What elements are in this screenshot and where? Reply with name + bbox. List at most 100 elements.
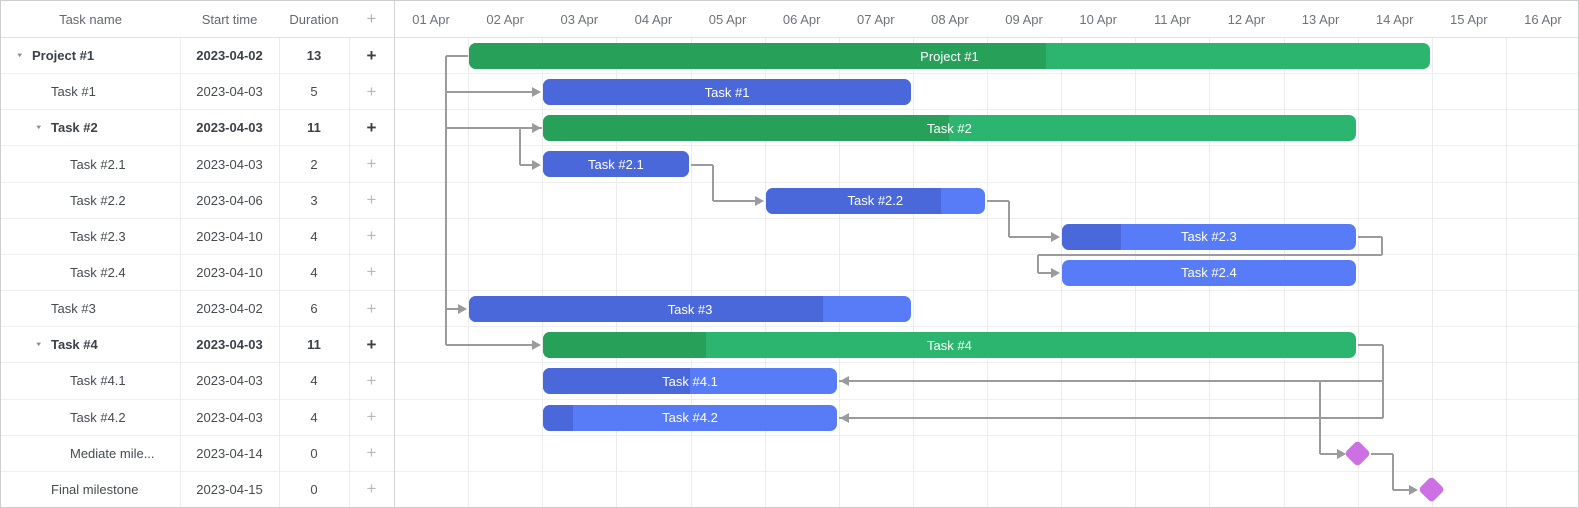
grid-column-divider	[279, 1, 280, 507]
progress-fill	[543, 404, 573, 431]
link-line	[1009, 235, 1053, 238]
duration-cell[interactable]: 2	[310, 156, 318, 172]
link-line	[446, 55, 469, 58]
task-name-cell[interactable]: Final milestone	[1, 472, 180, 507]
link-line	[446, 344, 534, 347]
task-name-label: Task #2.4	[70, 264, 126, 280]
link-line	[1380, 236, 1383, 255]
add-task-button[interactable]: +	[366, 262, 377, 282]
task-bar[interactable]: Task #4.2	[543, 404, 837, 431]
link-line	[838, 380, 1320, 383]
column-header-duration: Duration	[279, 1, 349, 38]
add-task-button[interactable]: +	[366, 154, 377, 174]
task-name-cell[interactable]: Task #2.2	[1, 183, 180, 218]
task-row: ▼ Project #1 2023-04-02 13 +	[1, 38, 1578, 75]
add-task-button[interactable]: +	[366, 370, 377, 390]
task-bar[interactable]: Task #2.1	[543, 151, 689, 178]
progress-fill	[543, 368, 690, 395]
task-name-cell[interactable]: ▼ Project #1	[1, 38, 180, 73]
task-bar[interactable]: Task #2.4	[1062, 259, 1356, 286]
start-time-cell[interactable]: 2023-04-02	[196, 48, 263, 64]
duration-cell[interactable]: 13	[306, 48, 322, 64]
start-time-cell[interactable]: 2023-04-15	[196, 481, 263, 497]
collapse-caret-icon[interactable]: ▼	[34, 124, 43, 132]
task-name-cell[interactable]: Task #1	[1, 74, 180, 109]
add-task-button[interactable]: +	[366, 117, 377, 137]
add-task-button[interactable]: +	[366, 45, 377, 65]
start-time-cell[interactable]: 2023-04-03	[196, 84, 263, 100]
link-line	[446, 91, 534, 94]
collapse-caret-icon[interactable]: ▼	[34, 341, 43, 349]
add-column-button[interactable]: +	[349, 1, 394, 38]
task-bar[interactable]: Task #2.2	[765, 187, 985, 214]
task-name-cell[interactable]: Mediate mile...	[1, 436, 180, 471]
task-name-cell[interactable]: Task #3	[1, 291, 180, 326]
task-name-label: Task #4.2	[70, 409, 126, 425]
project-bar[interactable]: Task #4	[543, 332, 1356, 359]
task-bar[interactable]: Task #1	[543, 79, 911, 106]
task-bar[interactable]: Task #4.1	[543, 368, 837, 395]
link-line	[1038, 272, 1053, 274]
duration-cell[interactable]: 3	[310, 192, 318, 208]
start-time-cell[interactable]: 2023-04-03	[196, 337, 263, 353]
duration-cell[interactable]: 0	[310, 445, 318, 461]
link-arrow-icon	[532, 159, 542, 170]
duration-cell[interactable]: 5	[310, 84, 318, 100]
duration-cell[interactable]: 4	[310, 264, 318, 280]
timeline-date-header: 10 Apr	[1061, 1, 1136, 38]
add-task-button[interactable]: +	[366, 443, 377, 463]
start-time-cell[interactable]: 2023-04-02	[196, 301, 263, 317]
duration-cell[interactable]: 4	[310, 409, 318, 425]
add-task-button[interactable]: +	[366, 334, 377, 354]
add-task-button[interactable]: +	[366, 190, 377, 210]
link-line	[838, 416, 1320, 419]
add-task-button[interactable]: +	[366, 81, 377, 101]
task-name-cell[interactable]: Task #2.1	[1, 146, 180, 181]
start-time-cell[interactable]: 2023-04-03	[196, 156, 263, 172]
task-name-cell[interactable]: Task #4.2	[1, 400, 180, 435]
project-bar[interactable]: Project #1	[469, 43, 1430, 69]
timeline-date-header: 05 Apr	[690, 1, 765, 38]
bar-label: Task #3	[667, 301, 713, 317]
task-name-label: Final milestone	[51, 481, 139, 497]
task-bar[interactable]: Task #3	[469, 296, 911, 323]
task-name-cell[interactable]: Task #2.4	[1, 255, 180, 290]
add-task-button[interactable]: +	[366, 298, 377, 318]
start-time-cell[interactable]: 2023-04-06	[196, 192, 263, 208]
start-time-cell[interactable]: 2023-04-03	[196, 409, 263, 425]
task-name-cell[interactable]: Task #2.3	[1, 219, 180, 254]
link-line	[1038, 253, 1382, 256]
task-row: Task #1 2023-04-03 5 +	[1, 74, 1578, 111]
duration-cell[interactable]: 0	[310, 481, 318, 497]
timeline-header: 01 Apr 02 Apr 03 Apr 04 Apr 05 Apr 06 Apr 07 A…	[394, 1, 1578, 38]
timeline-date-header: 04 Apr	[616, 1, 691, 38]
bar-label: Task #4	[927, 337, 972, 353]
task-bar[interactable]: Task #2.3	[1062, 223, 1356, 250]
progress-fill	[765, 187, 942, 214]
task-name-cell[interactable]: ▼ Task #2	[1, 110, 180, 145]
task-name-label: Task #2.3	[70, 228, 126, 244]
timeline-date-header: 08 Apr	[912, 1, 987, 38]
task-name-cell[interactable]: ▼ Task #4	[1, 327, 180, 362]
start-time-cell[interactable]: 2023-04-10	[196, 228, 263, 244]
start-time-cell[interactable]: 2023-04-03	[196, 120, 263, 136]
duration-cell[interactable]: 11	[307, 120, 321, 136]
start-time-cell[interactable]: 2023-04-03	[196, 373, 263, 389]
duration-cell[interactable]: 4	[310, 373, 318, 389]
project-bar[interactable]: Task #2	[543, 115, 1356, 142]
day-column-divider	[690, 1, 692, 507]
duration-cell[interactable]: 11	[307, 337, 321, 353]
bar-label: Task #4.2	[662, 410, 718, 426]
start-time-cell[interactable]: 2023-04-10	[196, 264, 263, 280]
duration-cell[interactable]: 4	[310, 228, 318, 244]
add-task-button[interactable]: +	[366, 226, 377, 246]
progress-fill	[469, 296, 823, 323]
task-name-label: Mediate mile...	[70, 445, 155, 461]
add-task-button[interactable]: +	[366, 479, 377, 499]
duration-cell[interactable]: 6	[310, 301, 318, 317]
collapse-caret-icon[interactable]: ▼	[15, 52, 24, 59]
add-task-button[interactable]: +	[366, 407, 377, 427]
day-column-divider	[542, 1, 544, 507]
task-name-cell[interactable]: Task #4.1	[1, 363, 180, 398]
start-time-cell[interactable]: 2023-04-14	[196, 445, 263, 461]
